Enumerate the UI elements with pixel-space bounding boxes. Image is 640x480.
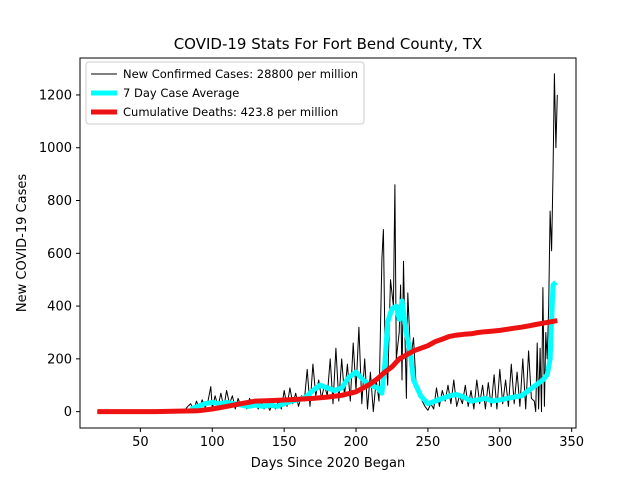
legend-label-new-cases: New Confirmed Cases: 28800 per million xyxy=(123,67,358,81)
legend: New Confirmed Cases: 28800 per million 7… xyxy=(85,61,365,125)
x-tick-label: 100 xyxy=(200,435,225,450)
legend-label-cumulative-deaths: Cumulative Deaths: 423.8 per million xyxy=(123,105,338,119)
plot-frame xyxy=(79,57,577,429)
x-tick-label: 350 xyxy=(559,435,584,450)
y-tick-label: 0 xyxy=(64,405,72,420)
y-axis-label: New COVID-19 Cases xyxy=(15,174,30,312)
y-tick-label: 600 xyxy=(47,247,72,262)
x-tick-label: 250 xyxy=(416,435,441,450)
x-tick-label: 300 xyxy=(487,435,512,450)
legend-box xyxy=(85,61,365,125)
y-tick-label: 1200 xyxy=(39,88,72,103)
x-axis-label: Days Since 2020 Began xyxy=(251,456,406,471)
chart-title: COVID-19 Stats For Fort Bend County, TX xyxy=(174,35,483,53)
x-tick-label: 150 xyxy=(272,435,297,450)
x-tick-label: 50 xyxy=(132,435,149,450)
y-tick-label: 200 xyxy=(47,352,72,367)
legend-label-7-day-average: 7 Day Case Average xyxy=(123,86,239,100)
y-tick-label: 800 xyxy=(47,194,72,209)
plot-lines xyxy=(97,73,558,415)
y-tick-label: 1000 xyxy=(39,141,72,156)
x-tick-label: 200 xyxy=(344,435,369,450)
x-axis-ticks: 50 100 150 200 250 300 350 xyxy=(132,428,584,450)
y-tick-label: 400 xyxy=(47,300,72,315)
y-axis-ticks: 0 200 400 600 800 1000 1200 xyxy=(39,88,80,420)
series-line-2 xyxy=(97,318,558,415)
series-line-1 xyxy=(189,280,558,412)
